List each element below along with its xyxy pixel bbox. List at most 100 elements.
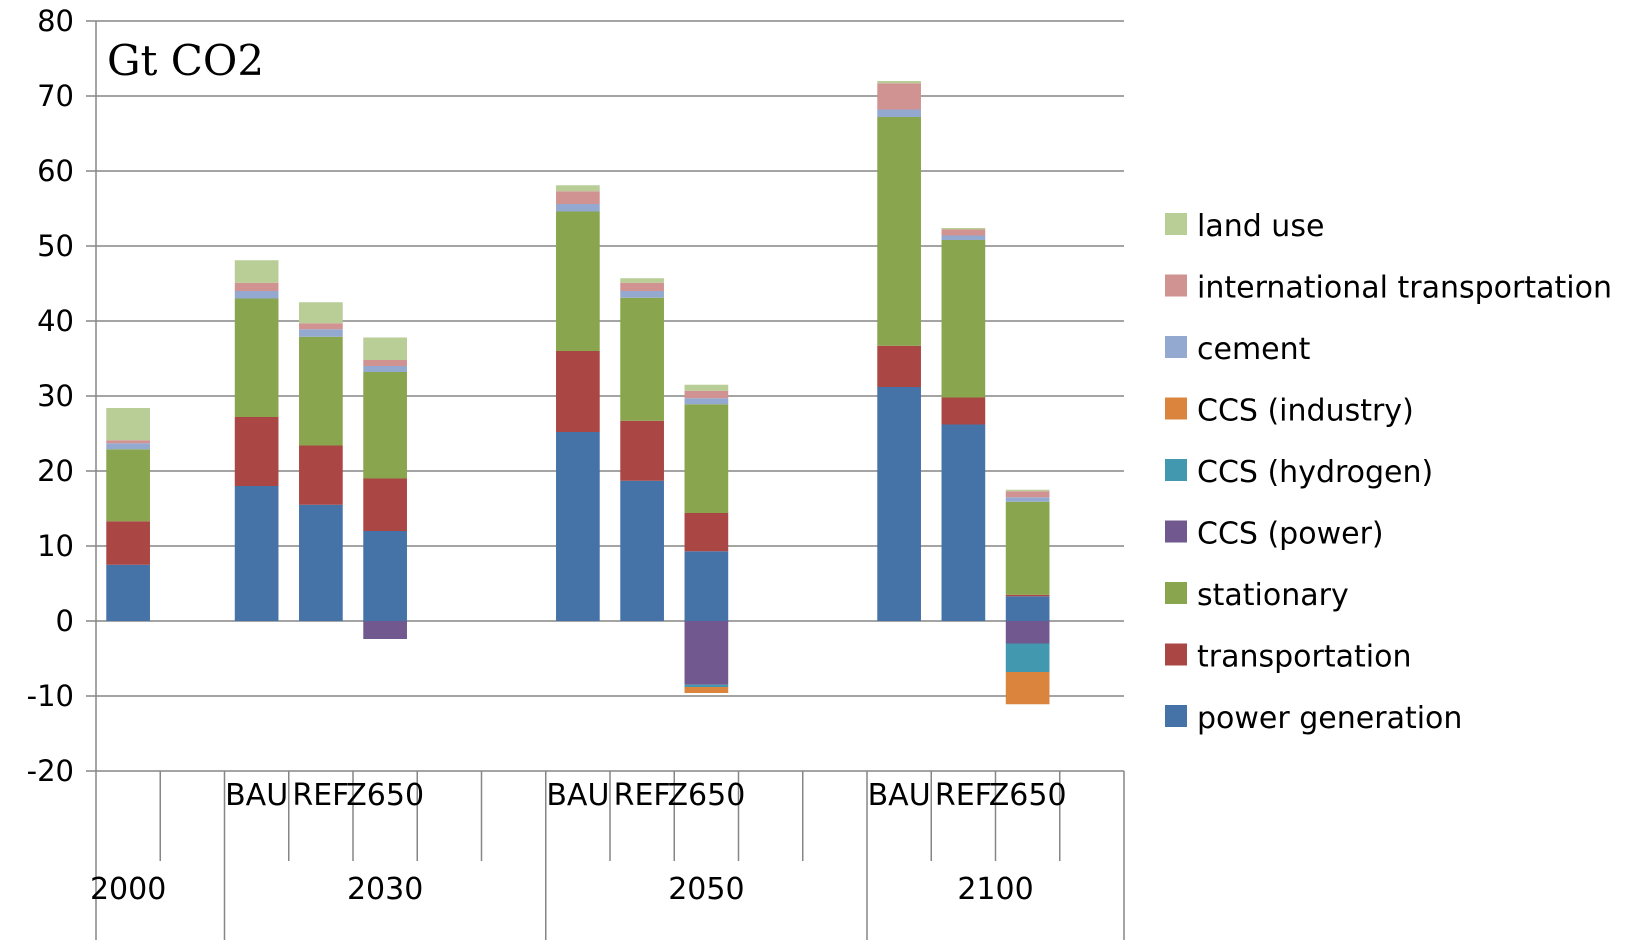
legend-label: cement <box>1197 332 1311 367</box>
bar-segment-power-generation <box>106 564 150 621</box>
legend-label: land use <box>1197 209 1324 244</box>
year-label: 2050 <box>668 872 744 907</box>
bar-segment-cement <box>106 443 150 450</box>
bar-segment-international-transportation <box>684 390 729 399</box>
bar-segment-transportation <box>106 521 150 565</box>
legend-item-land-use: land use <box>1165 209 1324 244</box>
scenario-label: Z650 <box>667 778 745 813</box>
y-tick-label: 20 <box>37 454 74 488</box>
bar-segment-power-generation <box>1005 596 1050 621</box>
y-tick-label: -10 <box>27 679 74 713</box>
y-tick-label: 80 <box>37 4 74 38</box>
scenario-label: Z650 <box>989 778 1067 813</box>
bar-segment-cement <box>363 366 407 372</box>
bar-segment-stationary <box>363 372 407 479</box>
legend-item-ccs-hydrogen: CCS (hydrogen) <box>1165 455 1433 490</box>
bar-segment-international-transportation <box>620 282 664 291</box>
legend-item-ccs-industry: CCS (industry) <box>1165 394 1414 429</box>
bar-segment-land-use <box>234 260 279 283</box>
bar-segment-transportation <box>877 345 921 387</box>
bar-segment-power-generation <box>363 531 407 621</box>
bars <box>106 81 1050 705</box>
y-tick-label: 50 <box>37 229 74 263</box>
bar-segment-land-use <box>877 81 921 84</box>
bar-segment-stationary <box>1005 501 1050 595</box>
bar-segment-power-generation <box>684 551 729 621</box>
bar-segment-cement <box>299 329 343 337</box>
bar-segment-stationary <box>234 298 279 417</box>
scenario-label: REF <box>614 778 671 813</box>
legend-item-power-generation: power generation <box>1165 701 1462 736</box>
bar-segment-ccs-power <box>363 621 407 639</box>
bar-segment-land-use <box>941 228 986 230</box>
y-axis-ticks: -20 -10 0 10 20 30 40 50 60 70 80 <box>27 4 74 788</box>
y-tick-label: 0 <box>56 604 74 638</box>
bar-segment-transportation <box>556 351 600 432</box>
y-tick-label: 30 <box>37 379 74 413</box>
legend-swatch <box>1165 705 1187 727</box>
legend-swatch <box>1165 520 1187 543</box>
bar-segment-land-use <box>620 278 664 283</box>
bar-segment-stationary <box>106 449 150 522</box>
bar-segment-stationary <box>299 336 343 446</box>
bar-segment-power-generation <box>556 432 600 621</box>
year-label: 2000 <box>90 872 166 907</box>
legend-item-stationary: stationary <box>1165 578 1349 613</box>
bar-segment-power-generation <box>299 504 343 621</box>
bar-segment-cement <box>1005 497 1050 502</box>
bar-segment-international-transportation <box>299 323 343 330</box>
scenario-label: REF <box>935 778 992 813</box>
legend-item-international-transportation: international transportation <box>1165 271 1612 306</box>
unit-label: Gt CO2 <box>107 36 264 85</box>
bar-segment-international-transportation <box>941 229 986 236</box>
bar-segment-power-generation <box>877 387 921 621</box>
bar-segment-power-generation <box>234 486 279 621</box>
bar-segment-power-generation <box>620 480 664 621</box>
legend-label: transportation <box>1197 640 1411 675</box>
bar-segment-cement <box>556 204 600 212</box>
bar-segment-cement <box>684 398 729 405</box>
bar-segment-land-use <box>363 337 407 360</box>
legend-swatch <box>1165 274 1187 297</box>
legend-item-ccs-power: CCS (power) <box>1165 517 1384 552</box>
bar-segment-land-use <box>299 302 343 324</box>
bar-segment-transportation <box>941 397 986 425</box>
bar-segment-international-transportation <box>877 83 921 110</box>
bar-segment-land-use <box>106 408 150 441</box>
legend-swatch <box>1165 213 1187 235</box>
bar-segment-international-transportation <box>556 191 600 204</box>
legend-item-transportation: transportation <box>1165 640 1411 675</box>
bar-segment-transportation <box>363 478 407 531</box>
scenario-label: BAU <box>868 778 931 813</box>
legend-label: CCS (industry) <box>1197 394 1414 429</box>
bar-segment-ccs-power <box>1005 621 1050 644</box>
y-tick-label: 60 <box>37 154 74 188</box>
axes <box>95 21 1125 940</box>
bar-segment-cement <box>234 291 279 299</box>
bar-segment-stationary <box>684 404 729 513</box>
bar-segment-stationary <box>556 211 600 351</box>
scenario-label: REF <box>292 778 349 813</box>
bar-segment-land-use <box>1005 489 1050 492</box>
legend-swatch <box>1165 459 1187 481</box>
legend-label: stationary <box>1197 578 1349 613</box>
bar-segment-land-use <box>556 185 600 192</box>
legend-swatch <box>1165 397 1187 420</box>
y-tick-label: 70 <box>37 79 74 113</box>
legend-swatch <box>1165 643 1187 666</box>
bar-segment-transportation <box>299 445 343 505</box>
y-tick-label: 10 <box>37 529 74 563</box>
bar-segment-international-transportation <box>1005 491 1050 498</box>
bar-segment-power-generation <box>941 424 986 621</box>
bar-segment-international-transportation <box>363 360 407 366</box>
bar-segment-transportation <box>684 513 729 552</box>
bar-segment-land-use <box>684 384 729 391</box>
bar-segment-transportation <box>234 417 279 486</box>
bar-segment-ccs-hydrogen <box>1005 643 1050 672</box>
bar-segment-stationary <box>941 240 986 398</box>
legend-label: CCS (power) <box>1197 517 1384 552</box>
bar-segment-cement <box>620 291 664 298</box>
year-label: 2030 <box>347 872 423 907</box>
